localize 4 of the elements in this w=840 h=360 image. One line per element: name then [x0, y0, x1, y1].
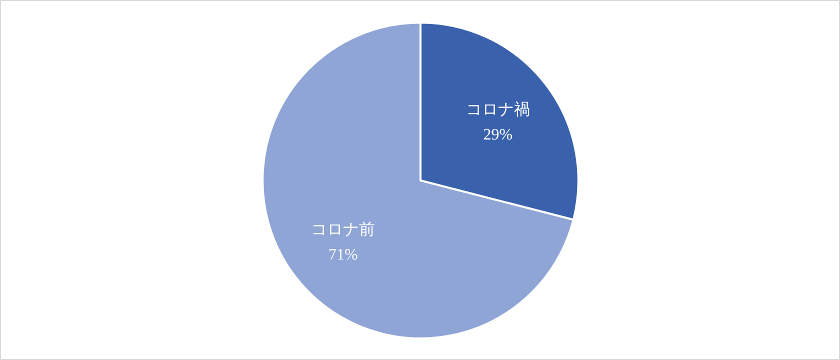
data-label: 29%	[483, 126, 513, 144]
slice-label: コロナ前	[311, 220, 376, 238]
slice-label: コロナ禍	[466, 100, 530, 118]
data-label: 71%	[328, 246, 358, 264]
